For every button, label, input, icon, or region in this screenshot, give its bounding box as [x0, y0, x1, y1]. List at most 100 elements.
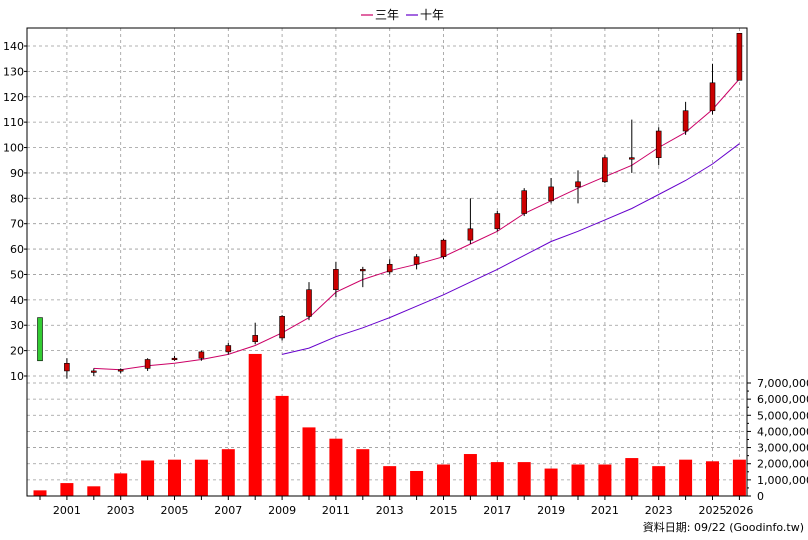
volume-bar	[329, 438, 343, 496]
candle	[171, 355, 178, 361]
volume-bar	[463, 454, 477, 496]
candle-body	[628, 157, 635, 160]
price-tick-label: 10	[10, 370, 24, 383]
volume-bar	[679, 459, 693, 496]
volume-bar	[490, 462, 504, 496]
candle-body	[521, 190, 528, 214]
candle	[682, 101, 689, 135]
price-tick-label: 130	[3, 65, 24, 78]
candle	[198, 350, 205, 361]
x-tick-label: 2023	[645, 504, 673, 517]
x-axis: 2001 2003 2005 2007 2009 2011 2013 2015 2017 2019…	[39, 496, 753, 517]
volume-bar	[544, 468, 558, 496]
x-tick-label: 2001	[53, 504, 81, 517]
candle	[37, 317, 43, 362]
volume-bar	[625, 458, 639, 496]
volume-tick-label: 4,000,000	[757, 425, 808, 438]
volume-tick-label: 6,000,000	[757, 393, 808, 406]
volume-bar	[302, 427, 316, 496]
volume-bar	[60, 483, 74, 496]
price-tick-label: 80	[10, 192, 24, 205]
candle-body	[655, 130, 662, 158]
candle	[440, 238, 447, 260]
candle-body	[171, 357, 178, 361]
volume-bar	[383, 466, 397, 496]
candle-body	[440, 239, 447, 257]
candle-body	[91, 370, 97, 373]
volume-bar	[33, 490, 47, 496]
price-tick-label: 20	[10, 345, 24, 358]
legend-label-10yr: 十年	[420, 8, 444, 22]
candle-body	[306, 289, 312, 317]
price-tick-label: 30	[10, 319, 24, 332]
candle	[333, 261, 339, 298]
candle-body	[333, 269, 339, 290]
volume-bar	[275, 395, 289, 496]
volume-bar	[194, 459, 208, 496]
ma-3yr-line	[93, 78, 740, 371]
volume-bar	[221, 449, 235, 496]
x-tick-label: 2013	[376, 504, 404, 517]
footer-date: 資料日期: 09/22 (Goodinfo.tw)	[643, 520, 804, 534]
x-tick-label: 2003	[107, 504, 135, 517]
x-tick-label: 2021	[591, 504, 619, 517]
candlesticks	[37, 33, 743, 379]
candle-body	[413, 256, 420, 265]
candle-body	[548, 186, 554, 202]
x-tick-label: 2019	[537, 504, 565, 517]
volume-bar	[114, 473, 128, 496]
volume-bar	[706, 461, 719, 496]
volume-bar	[598, 464, 612, 496]
x-tick-label: 2025	[699, 504, 727, 517]
volume-tick-label: 7,000,000	[757, 377, 808, 390]
candle	[64, 358, 70, 379]
legend: 三年 十年	[361, 8, 444, 22]
candle-body	[575, 181, 581, 188]
candle-body	[252, 335, 258, 343]
volume-bar	[87, 486, 101, 496]
candle-body	[279, 316, 285, 339]
price-axis: 10 20 30 40 50 60 70 80 90 100 110 120 130 140	[3, 40, 27, 383]
candle-body	[37, 317, 43, 362]
x-tick-label: 2007	[214, 504, 242, 517]
candle	[494, 210, 501, 232]
price-tick-label: 140	[3, 40, 24, 53]
candle-body	[144, 359, 151, 369]
candle-body	[225, 345, 232, 353]
volume-axis: 0 1,000,000 2,000,000 3,000,000 4,000,000 5,0…	[747, 377, 808, 503]
volume-bar	[248, 353, 262, 496]
candle	[225, 342, 232, 355]
candle-body	[494, 213, 501, 230]
candle-body	[359, 269, 366, 272]
volume-tick-label: 0	[757, 490, 764, 503]
candle	[306, 282, 312, 321]
x-tick-label: 2009	[268, 504, 296, 517]
moving-average-lines	[93, 78, 740, 371]
candle-body	[736, 33, 743, 81]
price-tick-label: 40	[10, 294, 24, 307]
candle	[144, 358, 151, 371]
x-tick-label: 2026	[725, 504, 753, 517]
volume-bar	[141, 460, 155, 496]
candle	[575, 170, 581, 204]
candle	[521, 188, 528, 217]
x-tick-label: 2011	[322, 504, 350, 517]
volume-bar	[652, 466, 666, 496]
legend-label-3yr: 三年	[375, 8, 399, 22]
price-tick-label: 70	[10, 218, 24, 231]
candle-body	[602, 157, 608, 183]
candle-body	[709, 82, 716, 112]
volume-bar	[168, 459, 181, 496]
volume-bar	[356, 449, 370, 496]
volume-bar	[517, 462, 531, 496]
price-tick-label: 90	[10, 167, 24, 180]
x-tick-label: 2015	[430, 504, 458, 517]
volume-tick-label: 1,000,000	[757, 474, 808, 487]
candle	[117, 368, 124, 374]
grid	[27, 28, 747, 496]
volume-bar	[437, 464, 450, 496]
volume-tick-label: 5,000,000	[757, 409, 808, 422]
plot-frame	[26, 27, 748, 497]
candle	[413, 254, 420, 270]
